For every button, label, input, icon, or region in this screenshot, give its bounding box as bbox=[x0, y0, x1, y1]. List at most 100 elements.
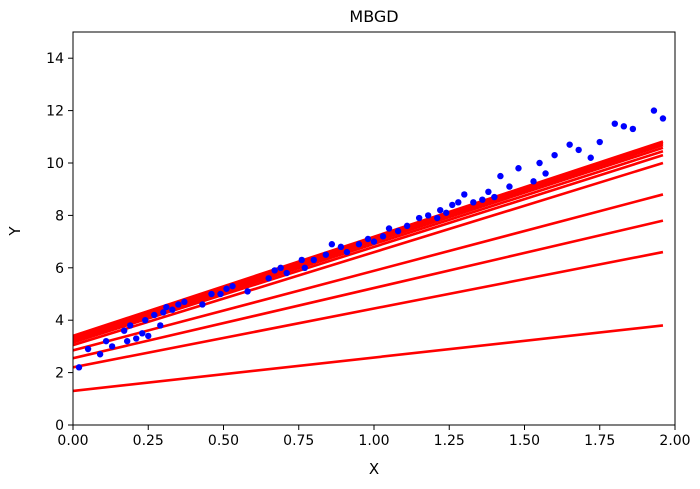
data-point bbox=[566, 141, 573, 148]
x-tick-label: 0.50 bbox=[208, 433, 239, 449]
regression-line-1 bbox=[73, 324, 664, 393]
data-point bbox=[385, 225, 393, 232]
data-point bbox=[355, 241, 363, 248]
data-point bbox=[126, 322, 134, 329]
data-point bbox=[551, 151, 558, 159]
data-point bbox=[283, 269, 290, 277]
y-tick-label: 4 bbox=[55, 313, 64, 329]
data-point bbox=[485, 188, 492, 196]
regression-line-2 bbox=[73, 250, 664, 369]
y-tick-label: 0 bbox=[55, 418, 64, 434]
data-point bbox=[175, 301, 182, 308]
regression-line-3 bbox=[73, 219, 664, 360]
data-point bbox=[139, 330, 146, 337]
data-point bbox=[142, 317, 149, 324]
y-tick-label: 10 bbox=[46, 156, 64, 172]
x-tick-label: 0.75 bbox=[283, 433, 314, 449]
data-point bbox=[133, 335, 140, 342]
data-point bbox=[536, 159, 543, 167]
y-tick-label: 12 bbox=[46, 104, 64, 120]
scatter-points bbox=[75, 107, 667, 371]
x-tick-label: 0.25 bbox=[133, 433, 164, 449]
data-point bbox=[217, 290, 224, 298]
data-point bbox=[443, 209, 450, 216]
x-tick-label: 2.00 bbox=[659, 433, 690, 449]
data-point bbox=[328, 241, 336, 248]
data-point bbox=[157, 322, 164, 329]
data-point bbox=[199, 301, 206, 308]
x-tick-label: 1.50 bbox=[509, 433, 540, 449]
data-point bbox=[169, 306, 176, 313]
plot-area bbox=[73, 107, 667, 393]
y-axis-label: Y bbox=[6, 226, 24, 237]
data-point bbox=[310, 256, 317, 264]
data-point bbox=[244, 288, 251, 295]
data-point bbox=[181, 298, 188, 306]
data-point bbox=[650, 107, 658, 114]
x-tick-label: 1.25 bbox=[434, 433, 465, 449]
data-point bbox=[659, 115, 667, 122]
data-point bbox=[96, 351, 104, 358]
y-tick-label: 6 bbox=[55, 261, 64, 277]
data-point bbox=[506, 183, 513, 190]
chart-title: MBGD bbox=[349, 7, 398, 26]
data-point bbox=[208, 290, 215, 298]
regression-line-5 bbox=[73, 161, 664, 347]
x-tick-label: 1.00 bbox=[358, 433, 389, 449]
regression-line-4 bbox=[73, 193, 664, 352]
data-point bbox=[108, 343, 116, 350]
data-point bbox=[120, 327, 128, 334]
data-point bbox=[102, 337, 110, 345]
data-point bbox=[75, 364, 83, 371]
data-point bbox=[497, 172, 504, 180]
axes: 0.00 0.25 0.50 0.75 1.00 1.25 1.50 1.75 2.00 0 2 4 6… bbox=[46, 31, 691, 449]
data-point bbox=[343, 248, 351, 256]
data-point bbox=[479, 196, 486, 203]
data-point bbox=[596, 138, 603, 146]
data-point bbox=[491, 193, 498, 201]
data-point bbox=[629, 125, 637, 133]
data-point bbox=[223, 285, 230, 292]
data-point bbox=[84, 345, 92, 353]
data-point bbox=[424, 212, 432, 219]
data-point bbox=[437, 206, 444, 214]
data-point bbox=[587, 154, 594, 161]
data-point bbox=[611, 120, 618, 127]
data-point bbox=[301, 264, 308, 271]
data-point bbox=[322, 251, 330, 258]
data-point bbox=[470, 199, 477, 206]
data-point bbox=[403, 222, 411, 230]
data-point bbox=[379, 233, 387, 240]
data-point bbox=[434, 214, 441, 222]
data-point bbox=[160, 309, 167, 316]
data-point bbox=[370, 238, 378, 245]
data-point bbox=[298, 256, 305, 264]
y-tick-label: 8 bbox=[55, 208, 64, 224]
data-point bbox=[515, 165, 522, 172]
data-point bbox=[163, 303, 170, 311]
data-point bbox=[337, 243, 345, 251]
data-point bbox=[277, 264, 284, 271]
data-point bbox=[271, 267, 278, 274]
data-point bbox=[530, 178, 537, 185]
data-point bbox=[415, 214, 423, 222]
y-tick-label: 14 bbox=[46, 51, 64, 67]
data-point bbox=[265, 275, 272, 282]
x-tick-label: 1.75 bbox=[584, 433, 615, 449]
data-point bbox=[151, 311, 158, 319]
y-tick-label: 2 bbox=[55, 366, 64, 382]
data-point bbox=[455, 199, 462, 206]
x-axis-label: X bbox=[369, 460, 379, 478]
data-point bbox=[620, 123, 628, 130]
x-tick-label: 0.00 bbox=[57, 433, 88, 449]
data-point bbox=[449, 201, 456, 209]
data-point bbox=[461, 191, 468, 198]
data-point bbox=[145, 332, 152, 340]
data-point bbox=[229, 282, 236, 290]
data-point bbox=[123, 337, 131, 345]
data-point bbox=[364, 235, 372, 243]
data-point bbox=[542, 170, 549, 177]
data-point bbox=[575, 146, 582, 154]
data-point bbox=[394, 227, 402, 235]
